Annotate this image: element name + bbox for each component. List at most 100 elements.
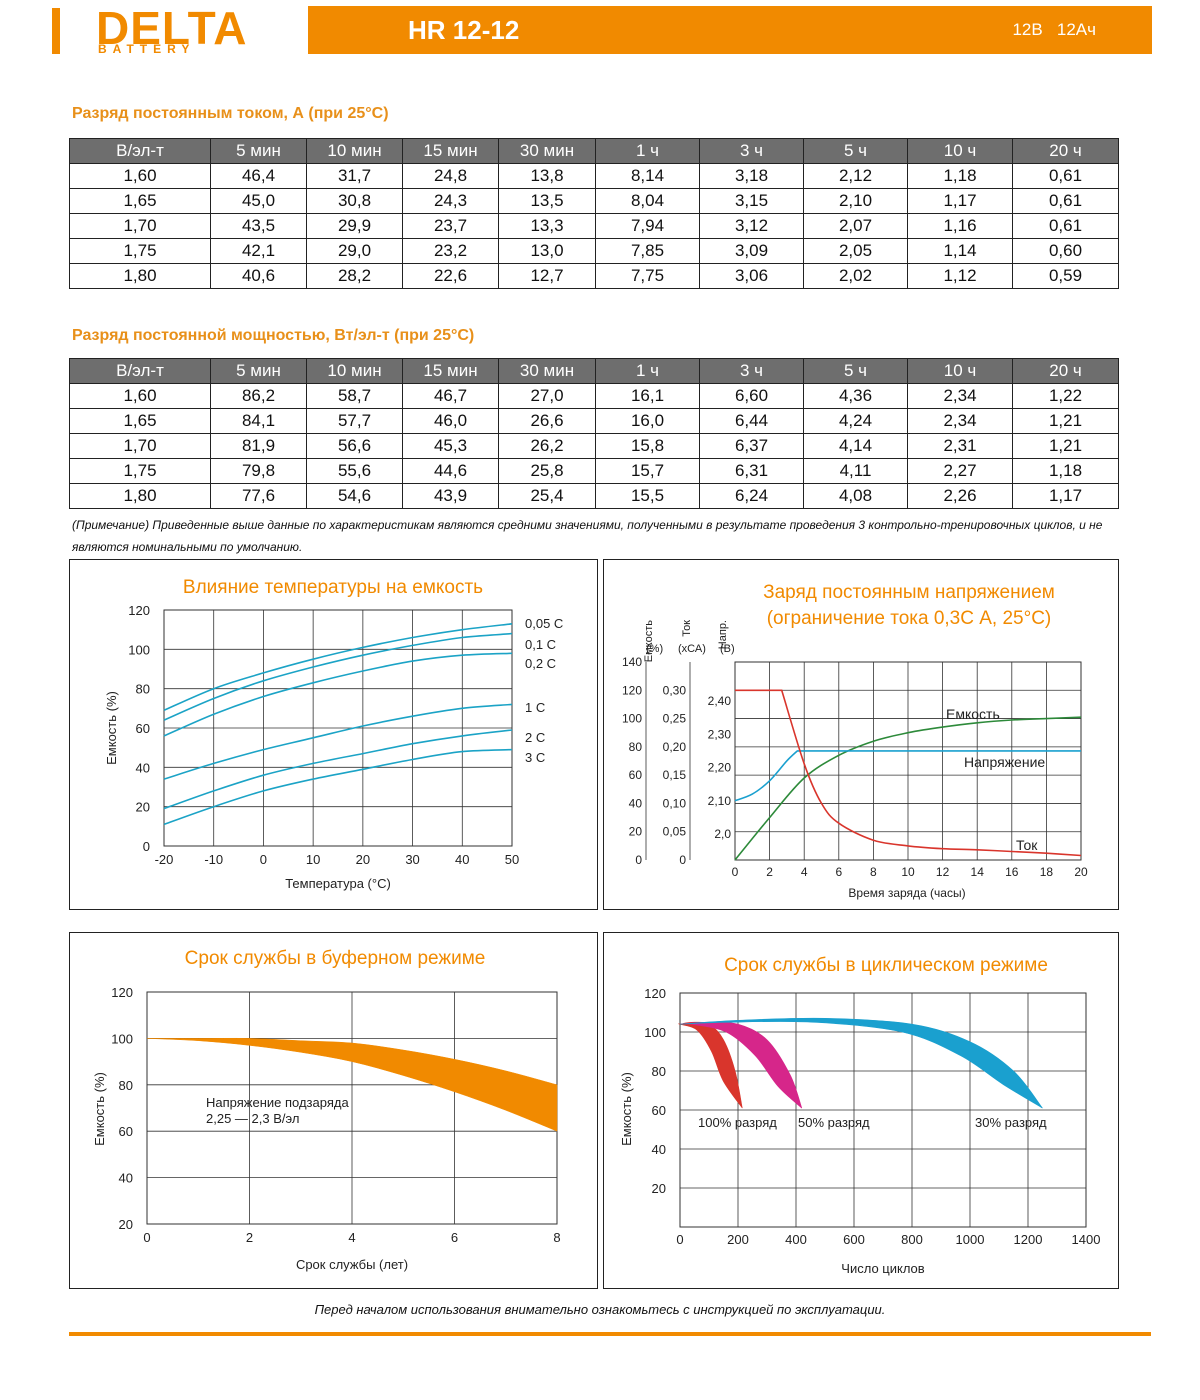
x-tick-label: 2 bbox=[246, 1230, 253, 1245]
series-label: 2 С bbox=[525, 730, 545, 745]
x-tick-label: 6 bbox=[451, 1230, 458, 1245]
x-tick-label: 0 bbox=[260, 852, 267, 867]
table-cell: 40,6 bbox=[210, 263, 307, 289]
x-tick-label: 30 bbox=[405, 852, 419, 867]
x-tick-label: 4 bbox=[348, 1230, 355, 1245]
table-cell: 0,59 bbox=[1012, 263, 1119, 289]
x-tick-label: 1400 bbox=[1072, 1232, 1101, 1247]
series-label: 50% разряд bbox=[798, 1115, 870, 1130]
table-cell: 2,10 bbox=[803, 188, 908, 214]
table-cell: 86,2 bbox=[210, 383, 307, 409]
table-cell: 23,2 bbox=[402, 238, 499, 264]
temperature-capacity-chart: Влияние температуры на емкость -20 -10 0 10 2… bbox=[69, 559, 598, 910]
table-cell: 1,17 bbox=[907, 188, 1013, 214]
table-cell: 15,8 bbox=[595, 433, 700, 459]
chart-title: Заряд постоянным напряжением bbox=[763, 582, 1055, 603]
cycle-life-band bbox=[679, 1017, 1043, 1109]
axis-caption: Напр. bbox=[717, 620, 729, 649]
chart-subtitle: (ограничение тока 0,3С А, 25°С) bbox=[767, 608, 1052, 629]
x-tick-label: 40 bbox=[455, 852, 469, 867]
table-cell: 0,61 bbox=[1012, 213, 1119, 239]
table-cell: 1,60 bbox=[69, 383, 211, 409]
x-axis-label: Температура (°C) bbox=[285, 876, 391, 891]
table-cell: 8,14 bbox=[595, 163, 700, 189]
footer-accent-line bbox=[69, 1332, 1151, 1336]
table-cell: 57,7 bbox=[306, 408, 403, 434]
chart-title: Срок службы в буферном режиме bbox=[185, 948, 486, 969]
y-tick-label: 40 bbox=[119, 1171, 133, 1186]
table-cell: 56,6 bbox=[306, 433, 403, 459]
y-tick-label: 20 bbox=[652, 1181, 666, 1196]
x-tick-label: 8 bbox=[553, 1230, 560, 1245]
y-axis-label: Емкость (%) bbox=[619, 1072, 634, 1146]
header-bar: HR 12-12 12В 12Ач bbox=[308, 6, 1152, 54]
table-row: 1,65 84,1 57,7 46,0 26,6 16,0 6,44 4,24 2,34 1,21 bbox=[69, 408, 1119, 434]
table-cell: 1,18 bbox=[907, 163, 1013, 189]
capacity-tick-label: 40 bbox=[629, 796, 643, 810]
series-line bbox=[734, 716, 1082, 861]
power-table-title: Разряд постоянной мощностью, Вт/эл-т (пр… bbox=[72, 327, 475, 344]
table-cell: 7,85 bbox=[595, 238, 700, 264]
y-tick-label: 120 bbox=[128, 603, 150, 618]
table-cell: 4,24 bbox=[803, 408, 908, 434]
table-cell: 16,0 bbox=[595, 408, 700, 434]
table-cell: 7,94 bbox=[595, 213, 700, 239]
table-cell: 1,75 bbox=[69, 458, 211, 484]
table-cell: 15,5 bbox=[595, 483, 700, 509]
table-cell: 22,6 bbox=[402, 263, 499, 289]
column-header: 3 ч bbox=[699, 138, 804, 164]
table-cell: 6,37 bbox=[699, 433, 804, 459]
model-name: HR 12-12 bbox=[408, 15, 520, 45]
table-cell: 55,6 bbox=[306, 458, 403, 484]
table-cell: 2,05 bbox=[803, 238, 908, 264]
x-tick-label: 6 bbox=[835, 865, 842, 879]
table-cell: 3,15 bbox=[699, 188, 804, 214]
column-header: 15 мин bbox=[402, 358, 499, 384]
table-row: 1,80 77,6 54,6 43,9 25,4 15,5 6,24 4,08 2,26 1,17 bbox=[69, 483, 1119, 509]
axis-unit: (%) bbox=[646, 643, 663, 655]
x-tick-label: 4 bbox=[801, 865, 808, 879]
column-header: 10 мин bbox=[306, 358, 403, 384]
y-tick-label: 80 bbox=[652, 1064, 666, 1079]
x-tick-label: 1200 bbox=[1014, 1232, 1043, 1247]
table-cell: 2,07 bbox=[803, 213, 908, 239]
x-axis-label: Число циклов bbox=[841, 1261, 925, 1276]
table-cell: 79,8 bbox=[210, 458, 307, 484]
table-cell: 77,6 bbox=[210, 483, 307, 509]
current-tick-label: 0,10 bbox=[663, 796, 687, 810]
table-cell: 54,6 bbox=[306, 483, 403, 509]
axis-unit: (хСА) bbox=[678, 643, 706, 655]
float-life-band bbox=[146, 1037, 558, 1132]
voltage-tick-label: 2,40 bbox=[708, 694, 732, 708]
table-cell: 46,0 bbox=[402, 408, 499, 434]
table-cell: 13,5 bbox=[498, 188, 596, 214]
table-cell: 26,6 bbox=[498, 408, 596, 434]
constant-voltage-charge-chart: Заряд постоянным напряжением (ограничение… bbox=[603, 559, 1119, 910]
capacity-tick-label: 140 bbox=[622, 655, 642, 669]
series-line bbox=[734, 750, 1081, 802]
table-cell: 1,80 bbox=[69, 263, 211, 289]
column-header: 30 мин bbox=[498, 138, 596, 164]
y-tick-label: 20 bbox=[119, 1217, 133, 1232]
charge-chart-svg: Заряд постоянным напряжением (ограничение… bbox=[622, 582, 1088, 900]
x-tick-label: 14 bbox=[971, 865, 985, 879]
voltage-tick-label: 2,0 bbox=[714, 827, 731, 841]
x-tick-label: 16 bbox=[1005, 865, 1019, 879]
y-tick-label: 120 bbox=[644, 986, 666, 1001]
current-tick-label: 0,15 bbox=[663, 768, 687, 782]
x-tick-label: 800 bbox=[901, 1232, 923, 1247]
table-footnote: (Примечание) Приведенные выше данные по … bbox=[72, 518, 1103, 554]
series-label: Ток bbox=[1016, 837, 1038, 853]
y-tick-label: 40 bbox=[136, 760, 150, 775]
table-cell: 2,31 bbox=[907, 433, 1013, 459]
column-header: 20 ч bbox=[1012, 358, 1119, 384]
table-cell: 1,70 bbox=[69, 433, 211, 459]
y-tick-label: 60 bbox=[652, 1103, 666, 1118]
table-cell: 6,31 bbox=[699, 458, 804, 484]
table-cell: 1,18 bbox=[1012, 458, 1119, 484]
series-line bbox=[163, 729, 513, 810]
